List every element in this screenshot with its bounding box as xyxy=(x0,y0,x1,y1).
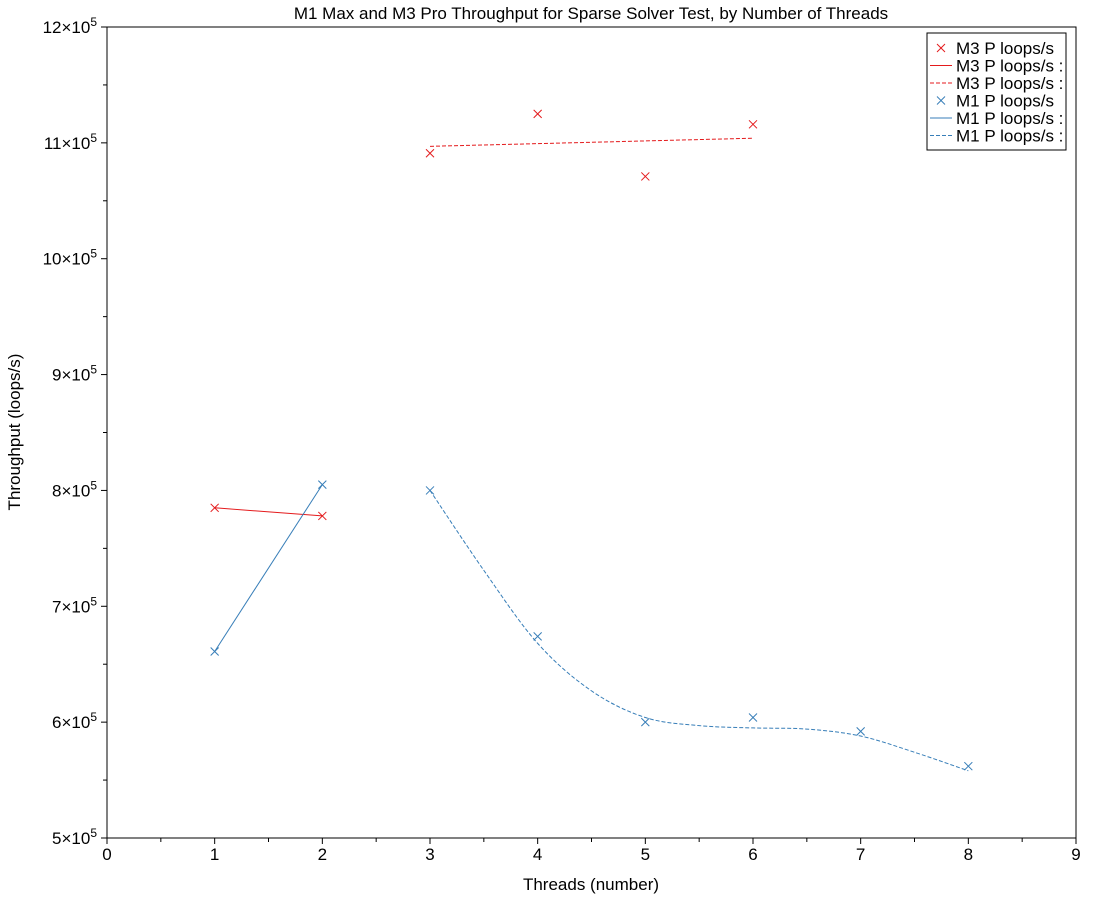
x-tick-label: 5 xyxy=(641,845,650,864)
legend-label: M1 P loops/s : xyxy=(956,127,1063,146)
x-tick-label: 8 xyxy=(964,845,973,864)
x-marker xyxy=(936,43,946,53)
x-tick-label: 4 xyxy=(533,845,542,864)
legend-item: M1 P loops/s : xyxy=(930,127,1063,146)
solid-fit-line xyxy=(214,507,323,517)
y-tick-label: 7×105 xyxy=(52,594,97,616)
x-tick-label: 2 xyxy=(318,845,327,864)
legend-box xyxy=(926,32,1067,151)
x-tick-label: 0 xyxy=(102,845,111,864)
legend-label: M3 P loops/s : xyxy=(956,74,1063,93)
legend-item: M1 P loops/s xyxy=(936,92,1054,111)
x-axis: 0 1 2 3 4 5 6 7 8 9 xyxy=(102,838,1081,864)
marker-series xyxy=(210,480,973,771)
dashed-fit-line xyxy=(429,490,969,772)
y-tick-label: 10×105 xyxy=(43,247,98,269)
legend: M3 P loops/sM3 P loops/s :M3 P loops/s :… xyxy=(926,32,1067,151)
x-marker xyxy=(963,761,973,771)
chart-title: M1 Max and M3 Pro Throughput for Sparse … xyxy=(294,4,888,23)
y-tick-label: 11×105 xyxy=(44,131,97,153)
x-marker xyxy=(856,727,866,736)
solid-fit-line xyxy=(214,484,323,652)
x-tick-label: 7 xyxy=(856,845,865,864)
legend-item: M3 P loops/s : xyxy=(930,57,1063,76)
legend-label: M3 P loops/s : xyxy=(956,57,1063,76)
y-tick-label: 9×105 xyxy=(52,363,97,385)
x-marker xyxy=(748,119,758,129)
dashed-fit-line xyxy=(429,137,754,147)
y-tick-label: 5×105 xyxy=(52,826,97,848)
y-axis-label: Throughput (loops/s) xyxy=(5,354,24,511)
y-tick-label: 6×105 xyxy=(52,710,97,732)
x-tick-label: 1 xyxy=(210,845,219,864)
y-tick-label: 8×105 xyxy=(52,478,97,500)
y-axis: 5×105 6×105 7×105 8×105 9×105 10×105 11×105 12×… xyxy=(43,15,107,848)
x-tick-label: 3 xyxy=(425,845,434,864)
legend-label: M3 P loops/s xyxy=(956,39,1054,58)
plot-series xyxy=(210,109,973,772)
x-marker xyxy=(425,148,435,158)
x-axis-label: Threads (number) xyxy=(523,875,659,894)
x-marker xyxy=(533,109,543,119)
legend-label: M1 P loops/s : xyxy=(956,109,1063,128)
legend-item: M3 P loops/s xyxy=(936,39,1054,58)
legend-item: M3 P loops/s : xyxy=(930,74,1063,93)
x-tick-label: 9 xyxy=(1071,845,1080,864)
x-tick-label: 6 xyxy=(748,845,757,864)
marker-series xyxy=(210,109,758,521)
x-marker xyxy=(640,172,650,181)
legend-label: M1 P loops/s xyxy=(956,92,1054,111)
x-marker xyxy=(936,96,946,105)
x-marker xyxy=(533,632,543,641)
y-tick-label: 12×105 xyxy=(43,15,98,37)
x-marker xyxy=(748,713,758,722)
x-marker xyxy=(640,717,650,727)
legend-item: M1 P loops/s : xyxy=(930,109,1063,128)
